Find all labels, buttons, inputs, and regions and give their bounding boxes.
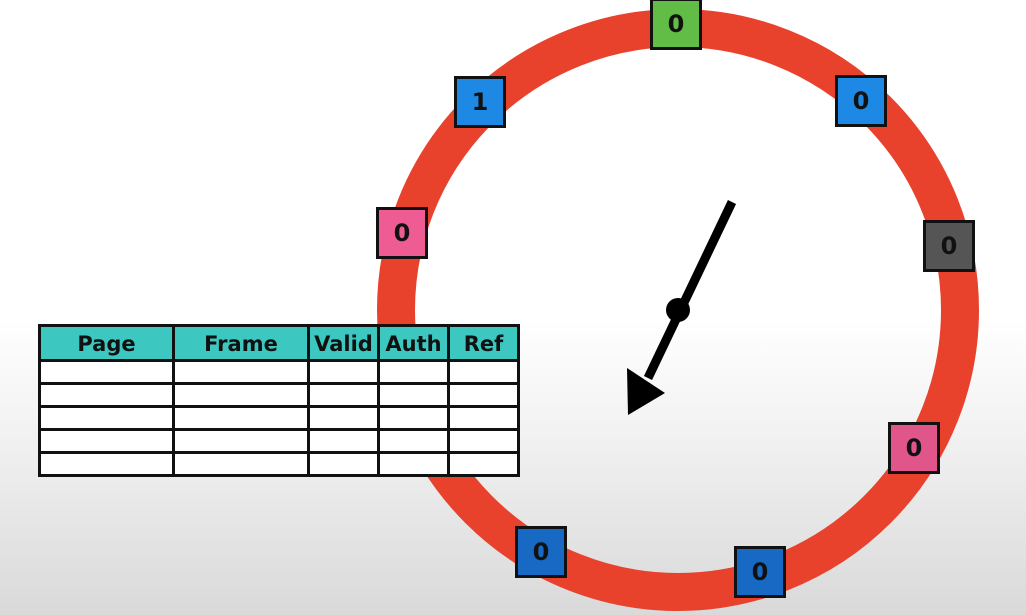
table-cell: [172, 451, 310, 477]
table-cell: [447, 405, 520, 431]
page-table-body: [38, 359, 520, 477]
page-table-header-row: Page Frame Valid Auth Ref: [38, 324, 520, 362]
table-cell: [172, 428, 310, 454]
table-row: [38, 405, 520, 431]
frame-box-top: 0: [650, 0, 702, 50]
page-table: Page Frame Valid Auth Ref: [38, 324, 520, 477]
table-row: [38, 359, 520, 385]
table-row: [38, 428, 520, 454]
table-cell: [38, 428, 175, 454]
table-cell: [307, 405, 380, 431]
table-cell: [447, 451, 520, 477]
frame-box-lower-right: 0: [888, 422, 940, 474]
table-cell: [307, 382, 380, 408]
frame-box-left: 0: [376, 207, 428, 259]
column-header-ref: Ref: [447, 324, 520, 362]
table-cell: [172, 405, 310, 431]
table-cell: [307, 428, 380, 454]
clock-hand-arrowhead: [627, 368, 665, 415]
table-cell: [307, 359, 380, 385]
table-cell: [377, 382, 450, 408]
frame-box-upper-right: 0: [835, 75, 887, 127]
column-header-valid: Valid: [307, 324, 380, 362]
table-row: [38, 451, 520, 477]
table-cell: [38, 382, 175, 408]
frame-box-upper-left: 1: [454, 76, 506, 128]
table-cell: [377, 405, 450, 431]
clock-hand-shaft: [643, 200, 737, 380]
table-cell: [377, 428, 450, 454]
table-cell: [377, 359, 450, 385]
table-cell: [172, 382, 310, 408]
table-cell: [377, 451, 450, 477]
page-table-header: Page Frame Valid Auth Ref: [38, 324, 520, 362]
table-cell: [38, 359, 175, 385]
column-header-page: Page: [38, 324, 175, 362]
clock-hand-pivot: [666, 298, 690, 322]
clock-hand: [627, 200, 737, 415]
table-row: [38, 382, 520, 408]
column-header-auth: Auth: [377, 324, 450, 362]
column-header-frame: Frame: [172, 324, 310, 362]
table-cell: [172, 359, 310, 385]
frame-box-bottom: 0: [734, 546, 786, 598]
table-cell: [447, 382, 520, 408]
table-cell: [447, 428, 520, 454]
frame-box-lower-left: 0: [515, 526, 567, 578]
table-cell: [307, 451, 380, 477]
table-cell: [38, 451, 175, 477]
frame-box-right: 0: [923, 220, 975, 272]
table-cell: [38, 405, 175, 431]
table-cell: [447, 359, 520, 385]
